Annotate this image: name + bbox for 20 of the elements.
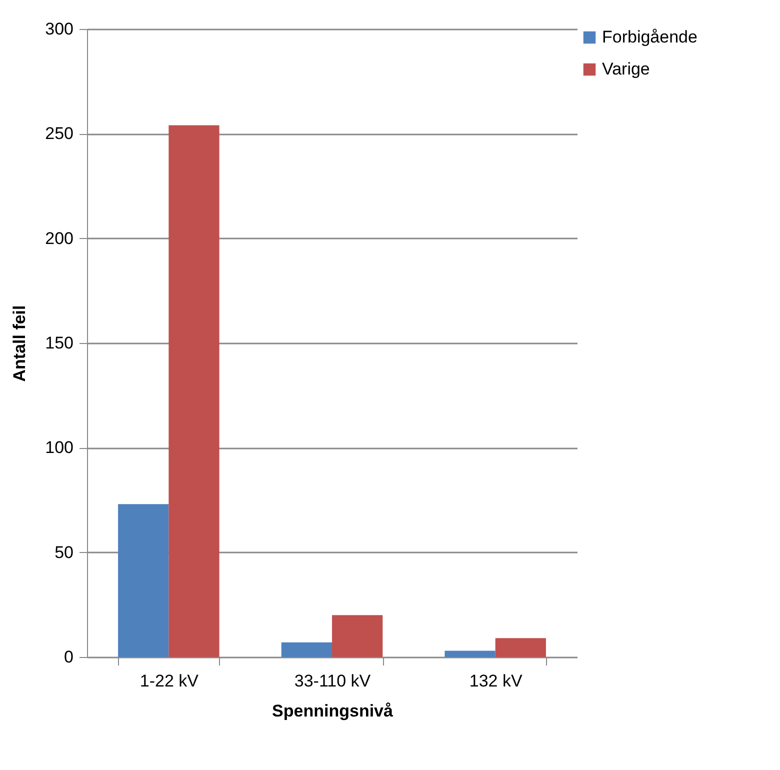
x-axis-title: Spenningsnivå — [272, 702, 394, 720]
legend-label: Forbigående — [602, 28, 698, 46]
y-tick-label: 0 — [64, 648, 74, 666]
y-tick-label: 200 — [45, 228, 74, 248]
y-tick-label: 100 — [45, 438, 74, 458]
bar — [118, 504, 169, 657]
y-tick-label: 150 — [45, 334, 74, 352]
bar — [332, 615, 383, 657]
x-tick-label: 132 kV — [469, 672, 523, 690]
y-tick-label: 300 — [45, 20, 74, 38]
x-tick-label: 33-110 kV — [294, 672, 372, 690]
legend-label: Varige — [602, 60, 650, 78]
y-tick-label: 250 — [45, 124, 74, 144]
bar — [281, 642, 332, 657]
bar — [495, 638, 546, 657]
y-axis-title: Antall feil — [10, 305, 30, 382]
x-tick-label: 1-22 kV — [140, 672, 200, 690]
bar — [444, 650, 496, 657]
bar — [168, 125, 220, 657]
y-tick-label: 50 — [54, 542, 74, 562]
